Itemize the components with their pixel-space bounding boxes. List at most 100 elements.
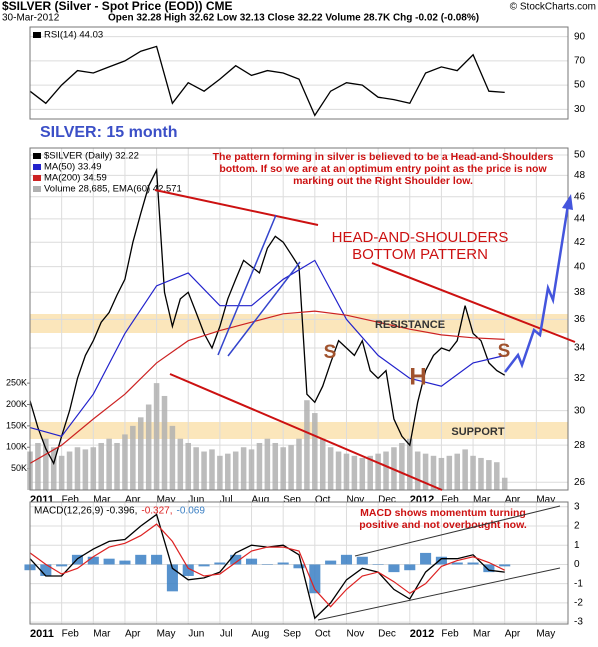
bar: [82, 449, 89, 490]
bar: [467, 562, 479, 565]
bar: [119, 560, 131, 565]
x-tick-label: Mar: [473, 629, 491, 640]
series-line: [29, 45, 505, 117]
y-tick-label: 50: [574, 80, 586, 91]
y-tick-label: 30: [574, 104, 586, 115]
annotation: MACD shows momentum turning: [360, 507, 526, 519]
legend-swatch: [33, 186, 41, 192]
bar: [494, 462, 500, 490]
bar: [135, 554, 147, 565]
annotation: HEAD-AND-SHOULDERS: [332, 229, 509, 246]
y-tick-label: 36: [574, 314, 586, 325]
bar: [478, 457, 484, 490]
y-tick-label: 48: [574, 170, 586, 181]
y-tick-label: -3: [574, 617, 583, 628]
legend-entry: -0.327,: [141, 506, 172, 517]
annotation: H: [409, 363, 426, 390]
bar: [198, 564, 210, 567]
bar: [335, 451, 342, 490]
x-tick-label: Feb: [441, 495, 459, 506]
bar: [486, 460, 492, 490]
bar: [420, 552, 432, 565]
bar: [145, 404, 152, 490]
x-tick-label: Aug: [252, 629, 270, 640]
bar: [438, 457, 445, 490]
bar: [225, 453, 231, 490]
y-tick-label: 42: [574, 237, 586, 248]
x-tick-label: May: [536, 629, 555, 640]
y-tick-label: 30: [574, 405, 586, 416]
bar: [304, 400, 310, 490]
bar: [261, 564, 273, 565]
bar: [470, 455, 476, 490]
bar: [106, 438, 112, 490]
panel-frame: [29, 501, 569, 625]
bar: [103, 558, 115, 565]
x-tick-label: May: [536, 495, 555, 506]
series-line: [29, 523, 505, 608]
resistance-band: [30, 314, 568, 333]
legend-entry: MA(50) 33.49: [44, 162, 102, 173]
legend-entry: MACD(12,26,9) -0.396,: [34, 506, 137, 517]
annotation: marking out the Right Shoulder low.: [293, 175, 473, 187]
x-tick-label: Nov: [346, 629, 364, 640]
x-tick-label: Feb: [441, 629, 459, 640]
trend-line: [169, 373, 443, 491]
bar: [185, 442, 192, 490]
panel-frame: [29, 26, 569, 120]
panel-frame: [29, 147, 569, 491]
trend-line: [227, 261, 301, 357]
bar: [130, 425, 136, 490]
bar: [404, 564, 416, 571]
y2-tick-label: 50K: [11, 463, 27, 473]
bar: [288, 445, 294, 490]
bar: [343, 453, 350, 490]
bar: [312, 413, 318, 490]
bar: [98, 442, 104, 490]
bar: [193, 447, 199, 490]
bar: [296, 438, 302, 490]
series-line: [29, 259, 505, 437]
panel: [30, 27, 568, 119]
x-tick-label: Apr: [505, 629, 521, 640]
bar: [166, 564, 178, 592]
annotation: BOTTOM PATTERN: [352, 246, 488, 263]
x-tick-label: May: [157, 495, 176, 506]
bar: [356, 556, 368, 565]
bar: [137, 417, 144, 490]
x-tick-label: Jun: [188, 629, 204, 640]
legend-entry: MA(200) 34.59: [44, 173, 107, 184]
x-tick-label: Oct: [315, 629, 331, 640]
bar: [272, 442, 279, 490]
bar: [177, 438, 184, 490]
credit: © StockCharts.com: [510, 2, 596, 13]
annotation: S: [324, 342, 337, 363]
bar: [375, 453, 381, 490]
symbol: $SILVER (Silver - Spot Price (EOD)) CME: [2, 0, 232, 13]
x-tick-label: Apr: [125, 629, 141, 640]
x-tick-label: Oct: [315, 495, 331, 506]
bar: [43, 438, 49, 490]
annotation: SUPPORT: [451, 426, 504, 438]
trend-line: [154, 189, 319, 226]
x-tick-label: Aug: [252, 495, 270, 506]
y-tick-label: 2: [574, 521, 580, 532]
bar: [319, 438, 326, 490]
bar: [325, 560, 337, 565]
trend-line: [354, 505, 561, 557]
bar: [201, 451, 207, 490]
y2-tick-label: 150K: [6, 420, 27, 430]
legend-swatch: [33, 175, 41, 181]
bar: [74, 447, 81, 490]
x-tick-label: Mar: [473, 495, 491, 506]
y-tick-label: 90: [574, 31, 586, 42]
x-tick-label: May: [157, 629, 176, 640]
annotation: bottom. If so we are at an optimum entry…: [219, 163, 547, 175]
bar: [35, 442, 41, 490]
drawings: [154, 189, 576, 491]
y-tick-label: 0: [574, 559, 580, 570]
bar: [367, 455, 373, 490]
annotation: The pattern forming in silver is believe…: [213, 151, 554, 163]
bar: [40, 564, 52, 576]
